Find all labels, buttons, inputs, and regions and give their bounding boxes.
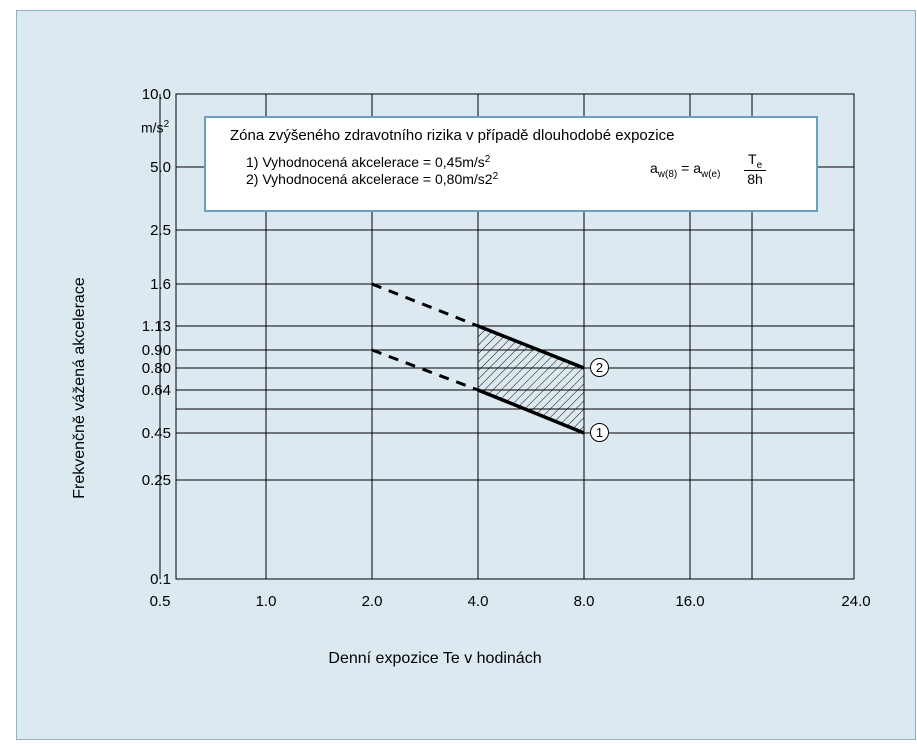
risk-zone xyxy=(477,325,585,434)
x-tick-label: 2.0 xyxy=(362,593,383,610)
y-tick-label: 0.45 xyxy=(142,425,171,442)
x-tick-label: 16.0 xyxy=(675,593,704,610)
y-tick-label: 0.1 xyxy=(150,571,171,588)
legend-line-1: 1) Vyhodnocená akcelerace = 0,45m/s2 xyxy=(246,154,491,170)
y-tick-label: 10.0 xyxy=(142,86,171,103)
x-tick-label: 4.0 xyxy=(468,593,489,610)
y-tick-label: 1.6 xyxy=(150,276,171,293)
series-1-dashed xyxy=(371,348,479,392)
series-1-solid xyxy=(477,388,585,435)
y-tick-label: 1.13 xyxy=(142,318,171,335)
y-tick-label: 0.25 xyxy=(142,472,171,489)
y-tick-label: 0.64 xyxy=(142,382,171,399)
series-2-dashed xyxy=(371,282,479,328)
y-axis-unit: m/s2 xyxy=(141,119,170,136)
x-tick-label: 1.0 xyxy=(256,593,277,610)
x-tick-label: 24.0 xyxy=(841,593,870,610)
x-tick-label: 8.0 xyxy=(574,593,595,610)
y-tick-label: 0.90 xyxy=(142,342,171,359)
y-axis-label: Frekvenčně vážená akcelerace xyxy=(71,277,88,499)
y-tick-label: 5.0 xyxy=(150,159,171,176)
series-1-marker: 1 xyxy=(590,423,609,442)
legend-box: Zóna zvýšeného zdravotního rizika v příp… xyxy=(204,116,818,212)
legend-title: Zóna zvýšeného zdravotního rizika v příp… xyxy=(230,127,675,144)
formula-fraction: Te 8h xyxy=(744,151,767,188)
legend-line-2: 2) Vyhodnocená akcelerace = 0,80m/s22 xyxy=(246,171,499,187)
x-tick-label: 0.5 xyxy=(150,593,171,610)
y-tick-label: 2.5 xyxy=(150,222,171,239)
series-2-solid xyxy=(477,324,585,370)
y-tick-label: 0.80 xyxy=(142,360,171,377)
series-2-marker: 2 xyxy=(590,358,609,377)
x-axis-label: Denní expozice Te v hodinách xyxy=(328,650,542,667)
formula: aw(8) = aw(e) xyxy=(650,160,721,180)
